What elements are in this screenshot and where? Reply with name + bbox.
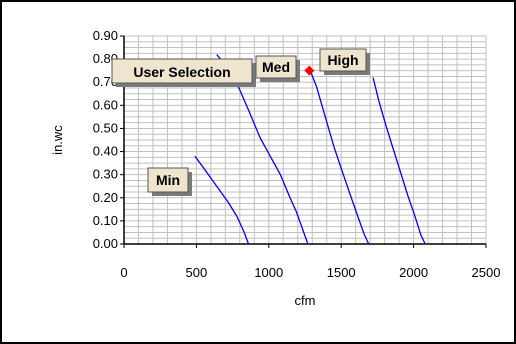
callout-user-selection: User Selection	[111, 58, 256, 87]
x-tick-label: 2500	[472, 265, 501, 280]
callout-med-label: Med	[262, 59, 290, 75]
callout-high: High	[319, 48, 370, 75]
callout-min: Min	[147, 167, 192, 196]
fan-curves	[194, 54, 426, 245]
y-tick-label: 0.20	[93, 190, 118, 205]
y-tick-label: 0.60	[93, 97, 118, 112]
selection-marker-group	[304, 65, 315, 76]
x-tick-label: 500	[186, 265, 208, 280]
y-tick-label: 0.50	[93, 120, 118, 135]
callout-high-label: High	[327, 52, 358, 68]
fan-curve-med	[308, 68, 370, 245]
y-tick-label: 0.90	[93, 28, 118, 43]
y-tick-label: 0.10	[93, 213, 118, 228]
x-tick-label: 1000	[254, 265, 283, 280]
x-tick-label: 0	[120, 265, 127, 280]
selection-marker	[304, 65, 315, 76]
callout-min-label: Min	[156, 172, 180, 188]
x-tick-labels: 0 500 1000 1500 2000 2500	[120, 244, 500, 280]
y-tick-label: 0.30	[93, 167, 118, 182]
y-tick-label: 0.00	[93, 236, 118, 251]
x-tick-label: 1500	[327, 265, 356, 280]
x-tick-label: 2000	[399, 265, 428, 280]
callout-user-selection-label: User Selection	[133, 64, 230, 80]
callout-med: Med	[255, 55, 300, 82]
fan-curve-min	[194, 155, 250, 245]
y-tick-label: 0.40	[93, 144, 118, 159]
fan-curve-high	[372, 77, 426, 245]
y-axis-title: in.wc	[50, 125, 65, 155]
x-axis-title: cfm	[295, 293, 316, 308]
